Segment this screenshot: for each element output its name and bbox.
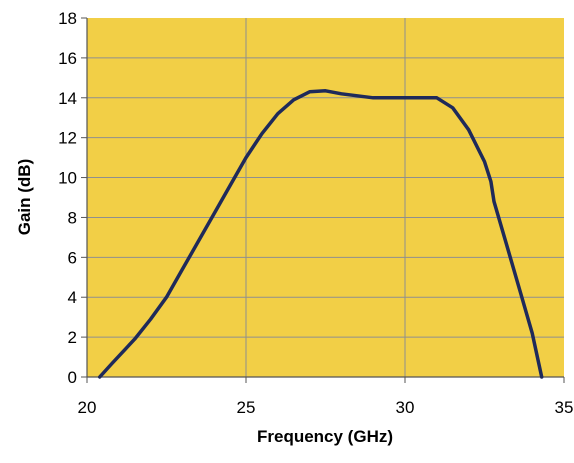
y-tick-label: 2 <box>68 328 77 347</box>
y-tick-label: 10 <box>58 169 77 188</box>
y-tick-label: 8 <box>68 208 77 227</box>
y-tick-label: 0 <box>68 368 77 387</box>
y-tick-label: 6 <box>68 248 77 267</box>
gain-line <box>97 89 544 379</box>
y-tick-label: 14 <box>58 89 77 108</box>
x-tick-label: 35 <box>555 398 574 417</box>
grid-lines <box>87 18 564 377</box>
x-tick-label: 30 <box>396 398 415 417</box>
plot-area <box>87 18 564 377</box>
y-tick-label: 12 <box>58 129 77 148</box>
y-tick-label: 4 <box>68 288 77 307</box>
x-tick-label: 25 <box>237 398 256 417</box>
y-tick-label: 18 <box>58 9 77 28</box>
x-tick-label: 20 <box>78 398 97 417</box>
y-tick-label: 16 <box>58 49 77 68</box>
x-axis-title: Frequency (GHz) <box>257 427 393 446</box>
tick-labels: 0 2 4 6 8 10 12 14 16 18 20 25 30 35 <box>58 9 573 417</box>
axes <box>81 17 565 383</box>
y-axis-title: Gain (dB) <box>15 159 34 236</box>
